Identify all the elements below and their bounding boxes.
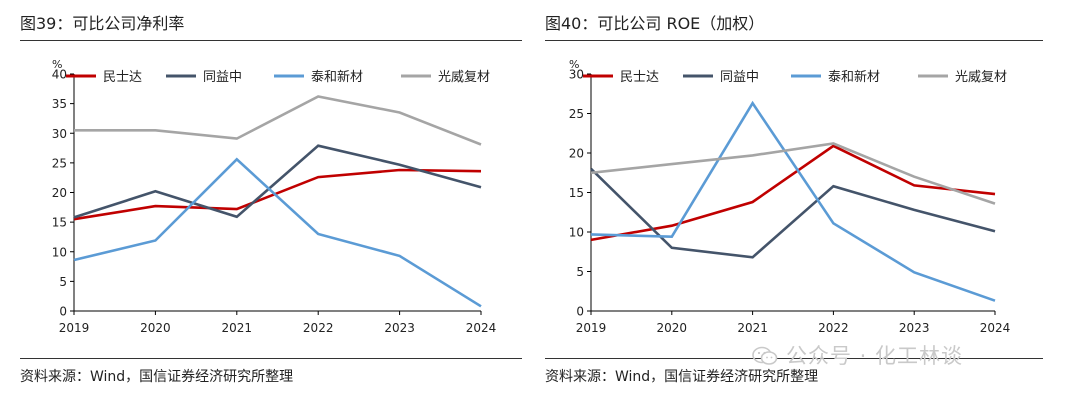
legend-label: 民士达 — [103, 70, 142, 85]
y-tick-label: 30 — [569, 68, 584, 82]
x-tick-label: 2023 — [899, 321, 930, 335]
x-tick-label: 2023 — [384, 321, 415, 335]
legend-label: 光威复材 — [438, 70, 490, 85]
source-note: 资料来源：Wind，国信证券经济研究所整理 — [20, 369, 294, 385]
y-axis-unit-label: % — [52, 58, 62, 71]
title-rule — [20, 40, 522, 41]
y-tick-label: 30 — [52, 127, 67, 141]
y-tick-label: 20 — [569, 147, 584, 161]
series-line-泰和新材 — [73, 157, 482, 308]
x-tick-label: 2020 — [657, 321, 688, 335]
source-rule — [545, 358, 1043, 359]
series-line-光威复材 — [74, 95, 482, 146]
legend-label: 泰和新材 — [311, 69, 363, 85]
figure-title: 图40：可比公司 ROE（加权） — [545, 14, 765, 33]
watermark-text: 公众号 · 化工林谈 — [786, 344, 964, 368]
x-tick-label: 2021 — [737, 321, 768, 335]
source-note: 资料来源：Wind，国信证券经济研究所整理 — [545, 369, 819, 385]
y-tick-label: 25 — [569, 107, 584, 121]
net-margin-line-chart: 0 5 10 15 20 25 30 35 40% 2019 2020 2021 2022 2023 202… — [52, 58, 497, 335]
y-tick-label: 40 — [52, 68, 67, 82]
y-tick-label: 0 — [576, 305, 584, 319]
y-tick-label: 5 — [576, 265, 584, 279]
y-tick-label: 15 — [569, 186, 584, 200]
y-tick-label: 25 — [52, 156, 67, 170]
roe-line-chart: 0 5 10 15 20 25 30% 2019 2020 2021 2022 2023 2024 民士达… — [569, 58, 1011, 335]
legend-label: 民士达 — [620, 70, 659, 85]
x-tick-label: 2021 — [222, 321, 253, 335]
y-tick-label: 20 — [52, 186, 67, 200]
series-line-同益中 — [590, 167, 996, 259]
x-tick-label: 2024 — [466, 321, 497, 335]
series-line-泰和新材 — [590, 100, 996, 302]
series-line-光威复材 — [590, 142, 996, 205]
y-tick-label: 35 — [52, 97, 67, 111]
figure-title: 图39：可比公司净利率 — [20, 14, 185, 33]
legend-label: 同益中 — [720, 70, 759, 85]
series-line-民士达 — [590, 144, 996, 242]
legend-label: 泰和新材 — [828, 69, 880, 85]
wechat-icon — [752, 346, 778, 365]
y-tick-label: 15 — [52, 216, 67, 230]
watermark: 公众号 · 化工林谈 — [752, 340, 963, 370]
figure-panel-roe: 图40：可比公司 ROE（加权） 0 5 10 15 20 25 30% 2019 2020 20… — [545, 0, 1043, 407]
title-rule — [545, 40, 1043, 41]
y-tick-label: 0 — [59, 305, 67, 319]
figure-panel-net-margin: 图39：可比公司净利率 0 5 10 15 20 25 30 35 40% 2019 2020 202… — [20, 0, 522, 407]
legend-label: 同益中 — [203, 70, 242, 85]
x-tick-label: 2019 — [576, 321, 607, 335]
y-tick-label: 10 — [52, 245, 67, 259]
y-tick-label: 10 — [569, 226, 584, 240]
series-line-民士达 — [73, 168, 482, 221]
y-tick-label: 5 — [59, 275, 67, 289]
series-line-同益中 — [73, 144, 482, 219]
source-rule — [20, 358, 522, 359]
x-tick-label: 2024 — [980, 321, 1011, 335]
legend-label: 光威复材 — [955, 70, 1007, 85]
x-tick-label: 2022 — [303, 321, 334, 335]
x-tick-label: 2022 — [818, 321, 849, 335]
x-tick-label: 2020 — [140, 321, 171, 335]
y-axis-unit-label: % — [569, 58, 579, 71]
x-tick-label: 2019 — [59, 321, 90, 335]
